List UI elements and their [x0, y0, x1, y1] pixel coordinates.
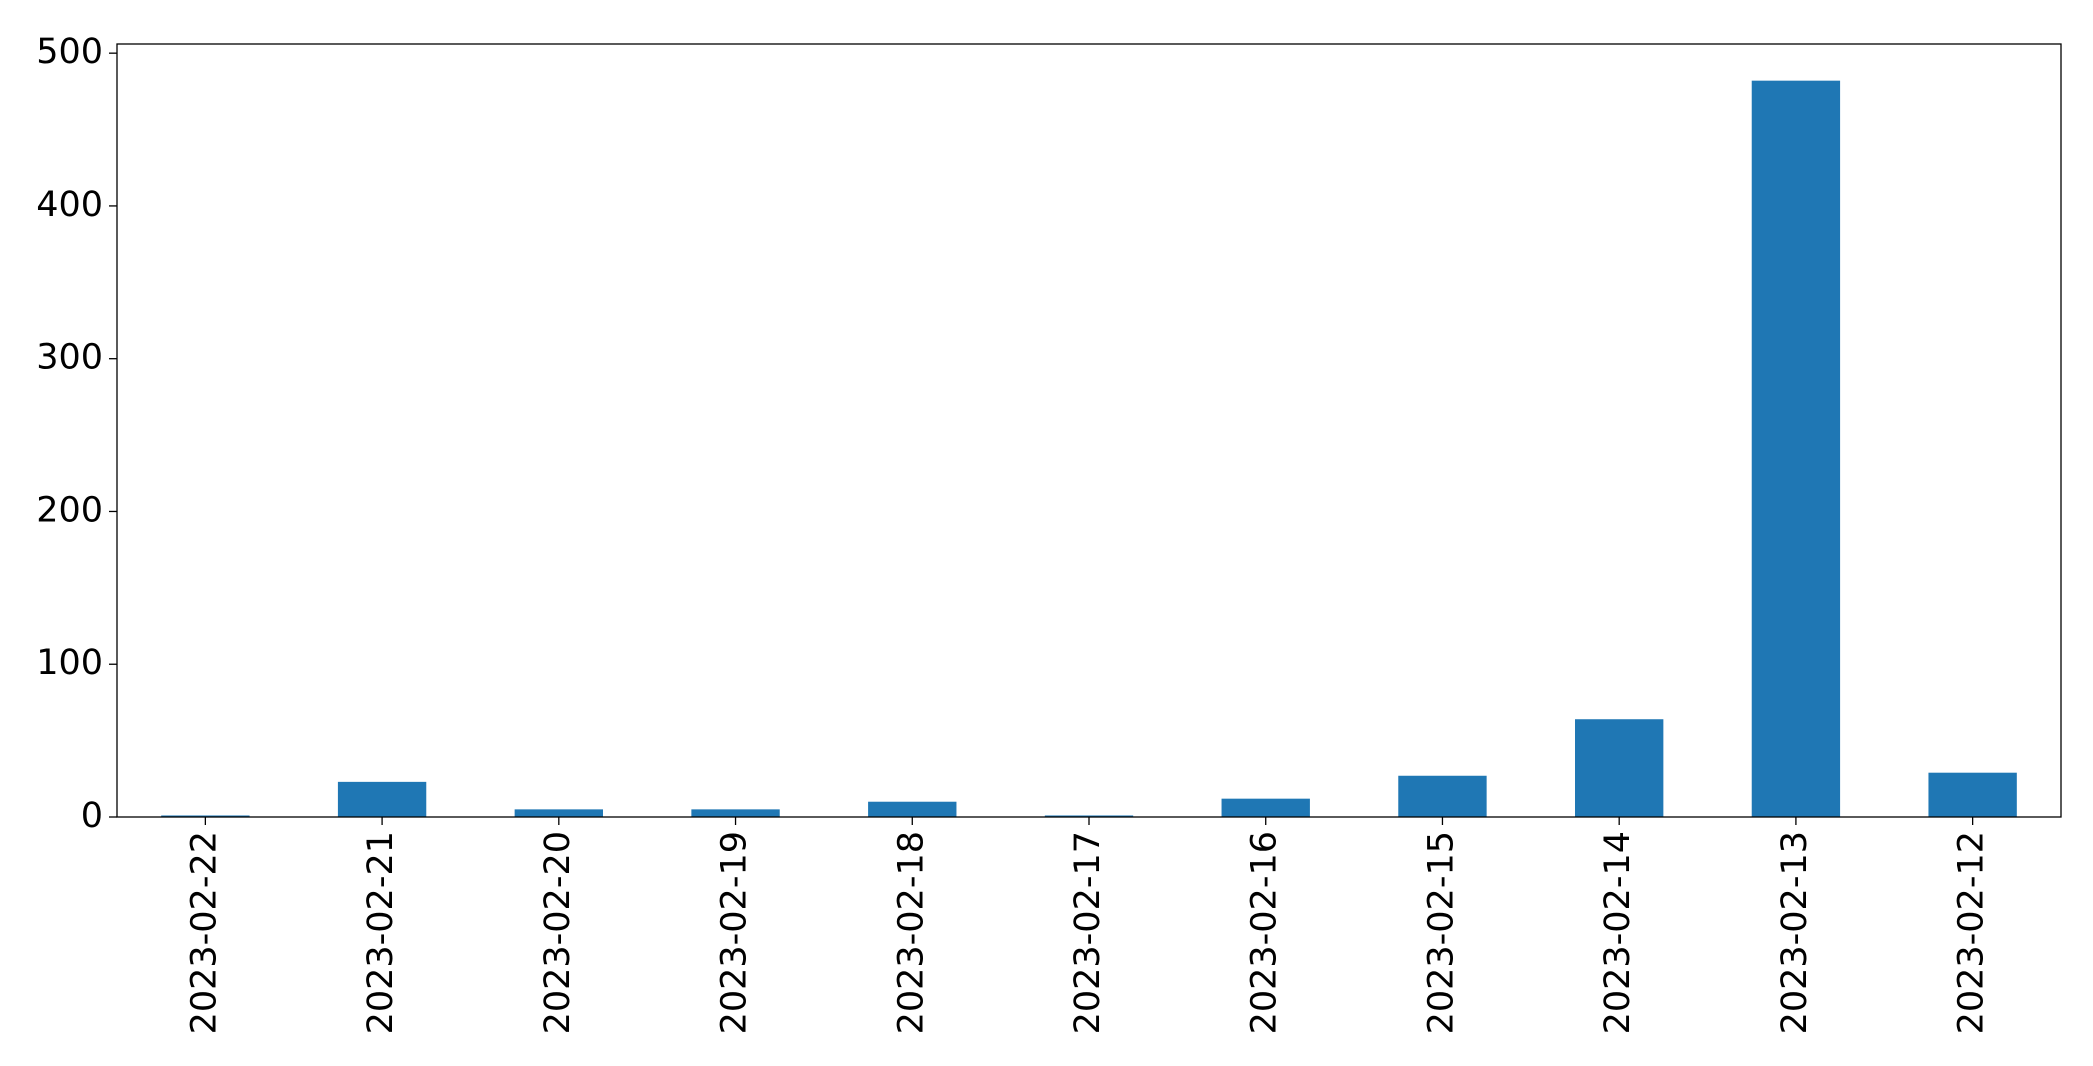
bar — [1221, 798, 1310, 817]
x-tick-label: 2023-02-21 — [361, 831, 401, 1034]
x-tick-label: 2023-02-14 — [1598, 831, 1638, 1034]
x-tick-label: 2023-02-12 — [1952, 831, 1992, 1034]
bar — [1751, 80, 1841, 817]
x-tick-label: 2023-02-22 — [184, 831, 224, 1034]
x-tick-label: 2023-02-18 — [891, 831, 931, 1034]
bar — [1928, 772, 2017, 817]
x-tick-label: 2023-02-20 — [538, 831, 578, 1034]
bar — [1575, 719, 1664, 817]
plot-frame — [116, 43, 2062, 818]
bar — [1398, 775, 1487, 817]
y-tick-label: 500 — [36, 32, 103, 72]
x-tick-label: 2023-02-16 — [1245, 831, 1285, 1034]
x-tick-label: 2023-02-17 — [1068, 831, 1108, 1034]
bar — [1044, 815, 1134, 817]
bar — [514, 809, 603, 817]
x-tick-label: 2023-02-15 — [1421, 831, 1461, 1034]
y-tick-label: 0 — [81, 796, 103, 836]
bar — [161, 815, 250, 817]
y-tick-label: 400 — [36, 185, 103, 225]
y-tick-label: 100 — [36, 643, 103, 683]
x-tick-label: 2023-02-19 — [715, 831, 755, 1034]
bar — [868, 801, 957, 817]
bar — [691, 809, 780, 817]
y-tick-label: 300 — [36, 338, 103, 378]
bar — [337, 781, 427, 817]
x-tick-label: 2023-02-13 — [1775, 831, 1815, 1034]
y-tick-label: 200 — [36, 490, 103, 530]
